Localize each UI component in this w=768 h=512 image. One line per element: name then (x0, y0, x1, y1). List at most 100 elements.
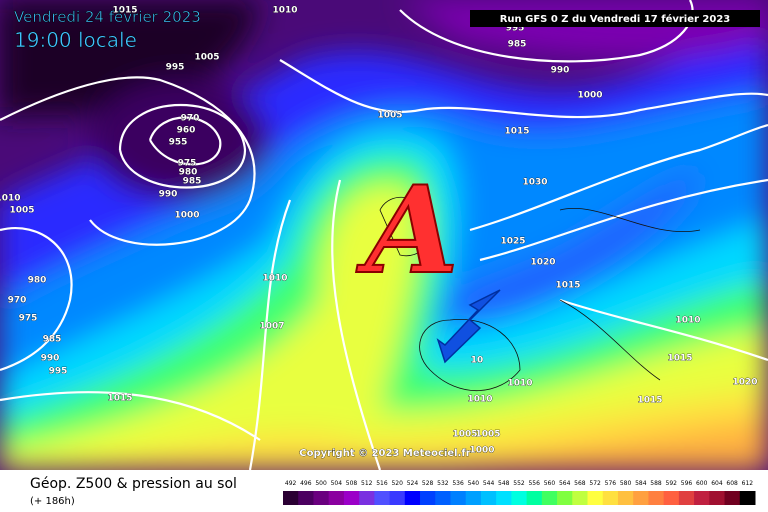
isobar-label: 1005 (9, 206, 34, 216)
colorbar-label: 532 (437, 480, 449, 487)
colorbar-swatch (420, 491, 436, 505)
isobar-label: 1010 (262, 274, 287, 284)
colorbar-swatch (511, 491, 528, 505)
footer-title: Géop. Z500 & pression au sol (30, 476, 237, 492)
colorbar-label: 588 (650, 480, 662, 487)
isobar-label: 985 (43, 335, 62, 345)
colorbar-swatch (663, 491, 680, 505)
isobar-label: 1020 (732, 378, 757, 388)
isobar-label: 960 (177, 126, 196, 136)
colorbar-label: 512 (361, 480, 373, 487)
isobar-label: 1005 (194, 53, 219, 63)
colorbar-swatch (359, 491, 375, 505)
isobar-label: 1015 (555, 281, 580, 291)
colorbar-label: 552 (513, 480, 525, 487)
arrow-icon (436, 289, 501, 364)
isobar-label: 980 (28, 276, 47, 286)
isobar-label: 985 (508, 40, 527, 50)
isobar-label: 985 (183, 177, 202, 187)
colorbar-swatch (709, 491, 726, 505)
isobar-label: 970 (181, 114, 200, 124)
copyright: Copyright © 2023 Meteociel.fr (299, 448, 470, 459)
isobar-labels: 1010101599598599010059959709609559759809… (0, 5, 758, 456)
isobar-label: 1010 (0, 194, 21, 204)
isobar-label: 1000 (469, 446, 494, 456)
isobar-label: 975 (19, 314, 38, 324)
colorbar-label: 556 (528, 480, 540, 487)
isobar-label: 1025 (500, 237, 525, 247)
isobar-label: 1005 (452, 430, 477, 440)
colorbar-swatch (389, 491, 406, 505)
colorbar-label: 560 (544, 480, 556, 487)
colorbar-swatch (298, 491, 314, 505)
colorbar-swatch (526, 491, 543, 505)
colorbar-label: 500 (315, 480, 327, 487)
colorbar-swatch (480, 491, 497, 505)
colorbar-swatch (328, 491, 345, 505)
colorbar-label: 608 (726, 480, 738, 487)
colorbar-swatch (496, 491, 512, 505)
isobar-label: 1010 (467, 395, 492, 405)
colorbar-swatch (450, 491, 467, 505)
colorbar-swatch (283, 491, 299, 505)
colorbar-label: 524 (407, 480, 419, 487)
isobar-label: 970 (8, 296, 27, 306)
run-info: Run GFS 0 Z du Vendredi 17 février 2023 (500, 13, 731, 25)
colorbar-label: 516 (376, 480, 388, 487)
colorbar-label: 528 (422, 480, 434, 487)
colorbar-label: 584 (635, 480, 647, 487)
colorbar-swatch (602, 491, 619, 505)
colorbar-label: 592 (666, 480, 678, 487)
isobar-label: 1010 (507, 379, 532, 389)
colorbar-label: 564 (559, 480, 571, 487)
colorbar-label: 612 (742, 480, 754, 487)
map-field (0, 0, 768, 471)
colorbar-label: 540 (468, 480, 480, 487)
isobar-label: 995 (49, 367, 68, 377)
isobar-label: 980 (179, 168, 198, 178)
footer-lead: (+ 186h) (30, 496, 75, 507)
isobar-label: 990 (551, 66, 570, 76)
high-pressure-letter: A (355, 160, 458, 301)
isobar-label: 975 (178, 159, 197, 169)
colorbar-swatch (557, 491, 573, 505)
colorbar-label: 568 (574, 480, 586, 487)
colorbar-label: 496 (300, 480, 312, 487)
colorbar-swatch (343, 491, 360, 505)
colorbar-label: 504 (331, 480, 343, 487)
colorbar-swatch (678, 491, 695, 505)
colorbar-swatch (572, 491, 589, 505)
isobar-label: 1020 (530, 258, 555, 268)
colorbar-label: 600 (696, 480, 708, 487)
isobar-label: 10 (471, 356, 484, 366)
isobar-label: 990 (159, 190, 178, 200)
isobar-label: 1015 (504, 127, 529, 137)
isobar-label: 955 (169, 138, 188, 148)
colorbar-swatch (633, 491, 649, 505)
colorbar-label: 492 (285, 480, 297, 487)
colorbar-label: 520 (391, 480, 403, 487)
isobar-label: 1010 (272, 6, 297, 16)
colorbar-swatch (739, 491, 756, 505)
colorbar-label: 604 (711, 480, 723, 487)
isobar-label: 1000 (174, 211, 199, 221)
colorbar-label: 548 (498, 480, 510, 487)
colorbar-swatch (465, 491, 482, 505)
colorbar-swatch (617, 491, 634, 505)
colorbar-label: 536 (452, 480, 464, 487)
colorbar-swatch (313, 491, 330, 505)
forecast-date: Vendredi 24 février 2023 (14, 8, 201, 26)
isobar-label: 1015 (637, 396, 662, 406)
colorbar-swatch (694, 491, 710, 505)
colorbar-swatch (648, 491, 665, 505)
isobar-label: 995 (166, 63, 185, 73)
colorbar: 492 496 500 504 508 512 516 520 524 528 532 536 540 5… (283, 480, 756, 505)
isobar-label: 995 (506, 24, 525, 34)
colorbar-label: 576 (605, 480, 617, 487)
colorbar-label: 544 (483, 480, 495, 487)
isobar-label: 1005 (475, 430, 500, 440)
colorbar-swatch (374, 491, 391, 505)
isobar-label: 1030 (522, 178, 547, 188)
colorbar-swatch (541, 491, 558, 505)
isobar-label: 1010 (675, 316, 700, 326)
